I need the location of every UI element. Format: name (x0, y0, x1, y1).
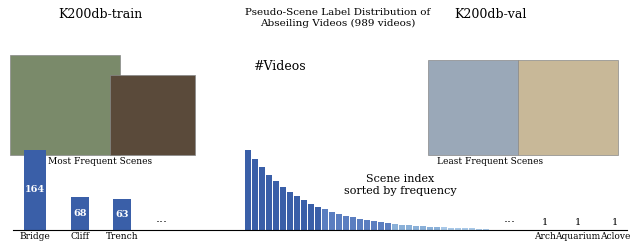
Text: 1: 1 (575, 218, 581, 226)
Text: Aclove: Aclove (600, 232, 630, 241)
Text: Cliff: Cliff (70, 232, 90, 241)
Bar (469, 228, 475, 230)
Text: Arch: Arch (534, 232, 556, 241)
Bar (343, 216, 349, 230)
Bar (301, 200, 307, 230)
Text: Bridge: Bridge (20, 232, 51, 241)
Bar (322, 209, 328, 230)
Bar (413, 226, 419, 230)
Text: Most Frequent Scenes: Most Frequent Scenes (48, 157, 152, 166)
Bar (273, 181, 279, 230)
Text: K200db-val: K200db-val (454, 8, 526, 21)
Text: Aquarium: Aquarium (556, 232, 600, 241)
Bar (406, 225, 412, 230)
Bar (441, 228, 447, 230)
Bar (427, 227, 433, 230)
Bar (420, 226, 426, 230)
Text: Least Frequent Scenes: Least Frequent Scenes (437, 157, 543, 166)
Bar (329, 212, 335, 230)
Bar (71, 197, 89, 230)
Bar (476, 228, 482, 230)
Bar (428, 60, 518, 155)
Text: ...: ... (504, 212, 516, 225)
Text: 68: 68 (73, 209, 87, 218)
Text: Pseudo-Scene Label Distribution of
Abseiling Videos (989 videos): Pseudo-Scene Label Distribution of Absei… (245, 8, 431, 28)
Bar (245, 150, 251, 230)
Text: #Videos: #Videos (253, 60, 306, 73)
Bar (336, 214, 342, 230)
Bar (113, 199, 131, 230)
Bar (294, 196, 300, 230)
Bar (462, 228, 468, 230)
Text: K200db-train: K200db-train (58, 8, 142, 21)
Text: 1: 1 (612, 218, 618, 226)
Text: Scene index
sorted by frequency: Scene index sorted by frequency (344, 174, 456, 196)
Bar (110, 75, 195, 155)
Bar (371, 221, 377, 230)
Text: 1: 1 (542, 218, 548, 226)
Bar (280, 187, 286, 230)
Bar (315, 207, 321, 230)
Bar (364, 220, 370, 230)
Bar (308, 204, 314, 230)
Text: ...: ... (156, 212, 168, 225)
Bar (259, 168, 265, 230)
Bar (10, 55, 120, 155)
Text: 63: 63 (115, 210, 129, 219)
Bar (448, 228, 454, 230)
Bar (287, 192, 293, 230)
Bar (378, 222, 384, 230)
Bar (399, 225, 405, 230)
Bar (455, 228, 461, 230)
Bar (483, 229, 489, 230)
Bar (24, 150, 46, 230)
Bar (350, 217, 356, 230)
Text: 164: 164 (25, 186, 45, 194)
Bar (385, 223, 391, 230)
Text: Trench: Trench (106, 232, 138, 241)
Bar (518, 60, 618, 155)
Bar (434, 227, 440, 230)
Bar (392, 224, 398, 230)
Bar (357, 219, 363, 230)
Bar (252, 159, 258, 230)
Bar (266, 175, 272, 230)
